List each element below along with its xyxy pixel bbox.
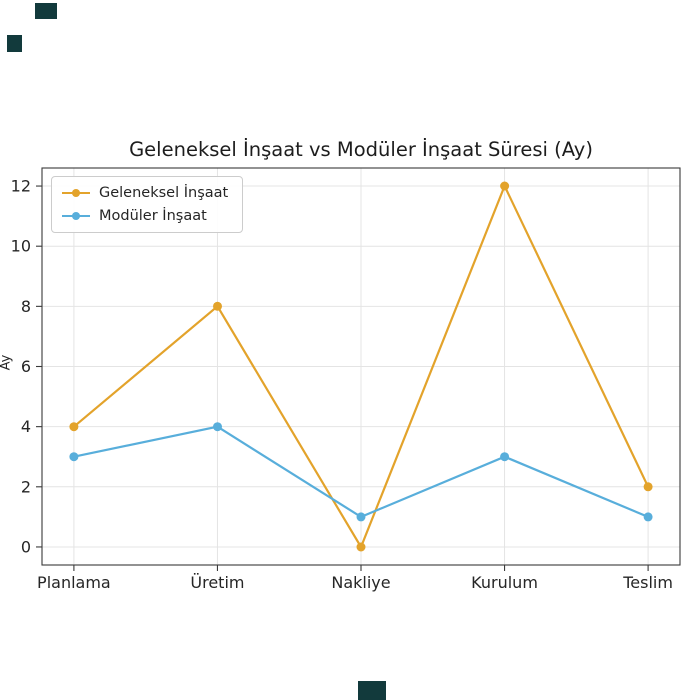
decor-square-left (7, 35, 22, 52)
y-tick-label: 2 (21, 477, 31, 496)
y-tick-label: 6 (21, 357, 31, 376)
y-tick-label: 0 (21, 537, 31, 556)
data-point (643, 482, 653, 492)
legend-item-moduler: Modüler İnşaat (62, 208, 228, 224)
legend-label: Modüler İnşaat (99, 208, 207, 224)
data-point (356, 512, 366, 522)
legend-item-geleneksel: Geleneksel İnşaat (62, 185, 228, 201)
x-tick-label: Üretim (190, 573, 244, 592)
y-tick-label: 8 (21, 297, 31, 316)
data-point (500, 181, 510, 191)
data-point (643, 512, 653, 522)
decor-square-top (35, 3, 57, 19)
decor-square-bottom (358, 681, 386, 700)
data-point (69, 422, 79, 432)
data-point (213, 422, 222, 432)
legend-dot-swatch (72, 189, 80, 197)
data-point (356, 542, 366, 552)
x-tick-label: Teslim (622, 573, 673, 592)
legend-marker-icon (62, 211, 90, 221)
x-tick-label: Nakliye (331, 573, 390, 592)
x-tick-label: Kurulum (471, 573, 538, 592)
chart-title: Geleneksel İnşaat vs Modüler İnşaat Süre… (129, 138, 593, 161)
data-point (69, 452, 79, 462)
legend-marker-icon (62, 188, 90, 198)
y-tick-label: 12 (11, 177, 31, 196)
x-tick-label: Planlama (37, 573, 111, 592)
legend-dot-swatch (72, 212, 80, 220)
legend: Geleneksel İnşaat Modüler İnşaat (51, 176, 244, 233)
data-point (500, 452, 510, 462)
y-tick-label: 10 (11, 237, 31, 256)
legend-label: Geleneksel İnşaat (99, 185, 229, 201)
y-tick-label: 4 (21, 417, 31, 436)
data-point (213, 301, 222, 311)
